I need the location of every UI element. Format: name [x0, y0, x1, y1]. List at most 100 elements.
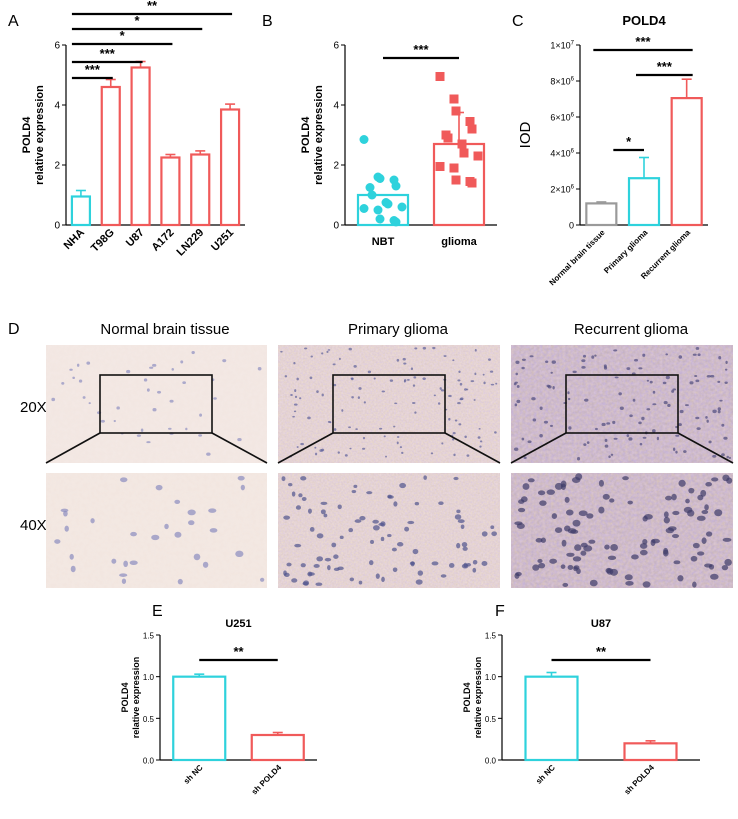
category-label: Primary glioma [602, 228, 650, 276]
significance-label: *** [657, 59, 673, 74]
cell-nucleus [259, 577, 265, 582]
cell-nucleus [331, 542, 337, 548]
cell-nucleus [351, 489, 357, 494]
cell-nucleus [626, 434, 630, 438]
cell-nucleus [663, 547, 669, 555]
cell-nucleus [373, 377, 376, 380]
significance-label: ** [596, 644, 607, 659]
cell-nucleus [527, 440, 532, 444]
cell-nucleus [649, 380, 653, 384]
cell-nucleus [438, 501, 444, 505]
cell-nucleus [546, 489, 556, 495]
cell-nucleus [695, 379, 700, 383]
cell-nucleus [700, 489, 707, 497]
y-tick-label: 8×106 [550, 77, 574, 87]
y-axis-label-line1: POLD4 [120, 682, 130, 712]
cell-nucleus [488, 358, 491, 361]
cell-nucleus [257, 367, 262, 371]
y-tick-label: 0 [333, 221, 339, 232]
cell-nucleus [665, 375, 670, 380]
cell-nucleus [529, 355, 534, 358]
cell-nucleus [472, 567, 477, 573]
data-point [373, 205, 383, 215]
cell-nucleus [423, 475, 427, 480]
cell-nucleus [452, 431, 456, 435]
cell-nucleus [293, 410, 297, 413]
cell-nucleus [359, 515, 366, 521]
cell-nucleus [295, 505, 302, 510]
cell-nucleus [349, 577, 355, 582]
cell-nucleus [632, 398, 636, 402]
cell-nucleus [667, 403, 671, 408]
cell-nucleus [675, 450, 678, 454]
cell-nucleus [363, 401, 366, 404]
y-axis-label-line2: relative expression [34, 85, 46, 185]
data-point [451, 106, 461, 116]
cell-nucleus [399, 482, 406, 489]
cell-nucleus [711, 477, 719, 482]
cell-nucleus [155, 484, 163, 491]
cell-nucleus [589, 579, 598, 587]
cell-nucleus [314, 446, 317, 449]
cell-nucleus [339, 535, 344, 540]
cell-nucleus [151, 534, 160, 541]
cell-nucleus [213, 397, 217, 400]
cell-nucleus [193, 553, 201, 561]
cell-nucleus [701, 509, 709, 515]
data-point [391, 181, 401, 191]
cell-nucleus [582, 354, 587, 358]
cell-nucleus [392, 567, 398, 573]
significance-label: *** [85, 62, 101, 77]
y-tick-label: 0.5 [143, 715, 155, 724]
cell-nucleus [554, 527, 563, 533]
cell-nucleus [383, 435, 386, 438]
cell-nucleus [456, 542, 461, 549]
data-point [383, 199, 393, 209]
cell-nucleus [412, 548, 419, 555]
bar [356, 193, 410, 227]
cell-nucleus [551, 360, 556, 364]
cell-nucleus [185, 427, 188, 431]
data-point [467, 178, 477, 188]
cell-nucleus [588, 539, 596, 544]
cell-nucleus [437, 402, 441, 405]
data-point [467, 124, 477, 134]
cell-nucleus [413, 376, 417, 379]
cell-nucleus [704, 504, 709, 511]
cell-nucleus [606, 568, 614, 575]
cell-nucleus [725, 360, 728, 365]
y-tick-label: 0 [569, 221, 574, 231]
cell-nucleus [705, 415, 708, 419]
cell-nucleus [222, 359, 227, 363]
cell-nucleus [304, 347, 308, 350]
cell-nucleus [545, 360, 549, 364]
cell-nucleus [583, 443, 587, 447]
chart-b: 0 2 4 6 POLD4 relative expression NBT glioma *** [300, 41, 497, 248]
cell-nucleus [687, 509, 695, 517]
cell-nucleus [694, 374, 698, 378]
category-label: T98G [89, 227, 117, 255]
cell-nucleus [389, 379, 394, 382]
cell-nucleus [308, 572, 315, 576]
cell-nucleus [490, 383, 495, 386]
cell-nucleus [629, 414, 633, 418]
cell-nucleus [454, 419, 458, 422]
cell-nucleus [177, 578, 183, 585]
cell-nucleus [129, 560, 138, 566]
cell-nucleus [414, 501, 420, 506]
cell-nucleus [560, 564, 566, 569]
category-label: A172 [149, 227, 176, 254]
cell-nucleus [604, 438, 608, 442]
cell-nucleus [191, 350, 195, 355]
cell-nucleus [367, 370, 372, 374]
cell-nucleus [460, 397, 464, 401]
cell-nucleus [417, 570, 424, 576]
cell-nucleus [656, 436, 660, 441]
cell-nucleus [370, 539, 375, 545]
cell-nucleus [495, 382, 498, 385]
cell-nucleus [677, 575, 684, 582]
cell-nucleus [202, 561, 209, 568]
category-label: Normal brain tissue [548, 228, 608, 288]
cell-nucleus [206, 452, 211, 456]
cell-nucleus [353, 364, 357, 368]
